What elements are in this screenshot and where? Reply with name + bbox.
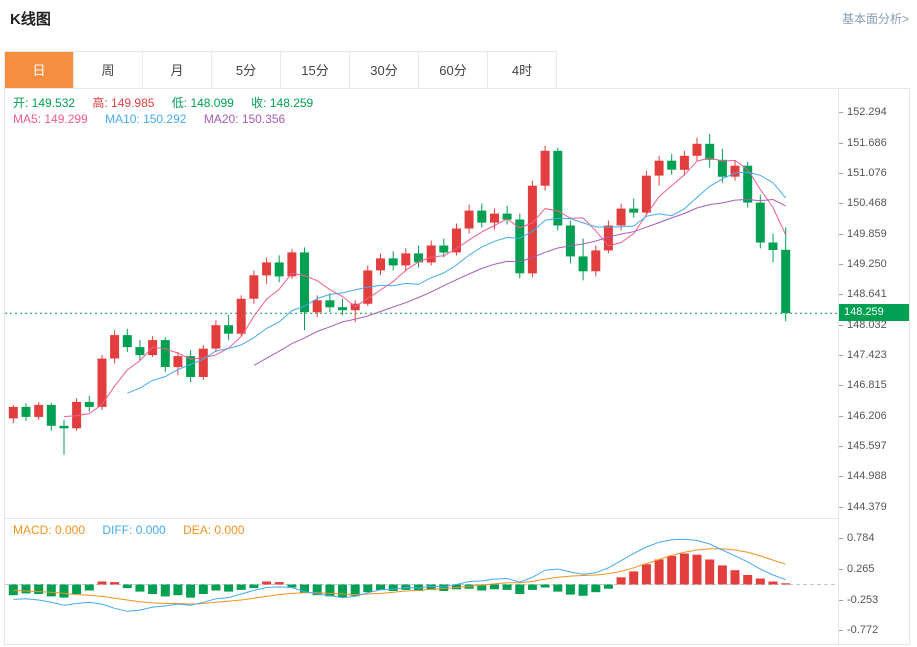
candlestick-canvas[interactable]: [5, 89, 838, 518]
price-axis-label: 151.686: [847, 136, 887, 149]
axis-tick-mark: [839, 600, 843, 601]
macd-axis-label: 0.265: [847, 562, 875, 575]
axis-tick-mark: [839, 476, 843, 477]
price-axis-label: 149.250: [847, 257, 887, 270]
macd-legend: MACD: 0.000 DIFF: 0.000 DEA: 0.000: [13, 523, 258, 537]
tab-4hour[interactable]: 4时: [488, 52, 557, 89]
axis-tick-mark: [839, 569, 843, 570]
price-axis-label: 151.076: [847, 166, 887, 179]
dea-value: DEA: 0.000: [183, 523, 245, 537]
tab-5min[interactable]: 5分: [212, 52, 281, 89]
axis-tick-mark: [839, 325, 843, 326]
page-title: K线图: [10, 11, 51, 28]
high-value: 高: 149.985: [92, 96, 155, 110]
ma-legend: MA5: 149.299 MA10: 150.292 MA20: 150.356: [13, 112, 299, 126]
chart-region: 开: 149.532 高: 149.985 低: 148.099 收: 148.…: [4, 88, 910, 645]
ma5-value: MA5: 149.299: [13, 112, 88, 126]
topbar: K线图 基本面分析>: [0, 0, 917, 40]
diff-value: DIFF: 0.000: [102, 523, 166, 537]
close-value: 收: 148.259: [251, 96, 314, 110]
ohlc-legend: 开: 149.532 高: 149.985 低: 148.099 收: 148.…: [13, 94, 327, 111]
macd-value: MACD: 0.000: [13, 523, 86, 537]
axis-tick-mark: [839, 234, 843, 235]
price-axis-label: 146.206: [847, 409, 887, 422]
axis-tick-mark: [839, 294, 843, 295]
price-axis-label: 144.379: [847, 500, 887, 513]
axis-tick-mark: [839, 203, 843, 204]
axis-tick-mark: [839, 538, 843, 539]
tab-week[interactable]: 周: [74, 52, 143, 89]
price-axis-label: 148.032: [847, 318, 887, 331]
macd-chart: MACD: 0.000 DIFF: 0.000 DEA: 0.000: [5, 519, 839, 644]
tab-day[interactable]: 日: [5, 52, 74, 89]
macd-axis-label: -0.772: [847, 624, 879, 637]
axis-tick-mark: [839, 112, 843, 113]
tab-30min[interactable]: 30分: [350, 52, 419, 89]
price-axis: 152.294 151.686 151.076 150.468 149.859 149.2…: [839, 89, 909, 519]
axis-tick-mark: [839, 264, 843, 265]
ma10-value: MA10: 150.292: [105, 112, 187, 126]
ma20-value: MA20: 150.356: [203, 112, 286, 126]
timeframe-tabs: 日 周 月 5分 15分 30分 60分 4时: [4, 51, 557, 89]
tab-60min[interactable]: 60分: [419, 52, 488, 89]
main-chart: 开: 149.532 高: 149.985 低: 148.099 收: 148.…: [5, 89, 839, 519]
axis-tick-mark: [839, 416, 843, 417]
last-price-tag: 148.259: [839, 304, 909, 321]
price-axis-label: 150.468: [847, 197, 887, 210]
axis-tick-mark: [839, 507, 843, 508]
macd-canvas[interactable]: [5, 519, 838, 644]
price-axis-label: 148.641: [847, 288, 887, 301]
axis-tick-mark: [839, 446, 843, 447]
tab-15min[interactable]: 15分: [281, 52, 350, 89]
price-axis-label: 147.423: [847, 348, 887, 361]
price-axis-label: 149.859: [847, 227, 887, 240]
axis-tick-mark: [839, 385, 843, 386]
open-value: 开: 149.532: [13, 96, 76, 110]
macd-axis-label: -0.253: [847, 593, 879, 606]
axis-tick-mark: [839, 143, 843, 144]
tab-month[interactable]: 月: [143, 52, 212, 89]
price-axis-label: 152.294: [847, 106, 887, 119]
price-axis-label: 146.815: [847, 379, 887, 392]
axis-tick-mark: [839, 173, 843, 174]
low-value: 低: 148.099: [171, 96, 234, 110]
macd-axis-label: 0.784: [847, 531, 875, 544]
fundamental-analysis-link[interactable]: 基本面分析>: [841, 12, 909, 26]
price-axis-label: 144.988: [847, 470, 887, 483]
axis-tick-mark: [839, 630, 843, 631]
axis-tick-mark: [839, 355, 843, 356]
price-axis-label: 145.597: [847, 439, 887, 452]
macd-axis: 0.784 0.265 -0.253 -0.772: [839, 519, 909, 644]
